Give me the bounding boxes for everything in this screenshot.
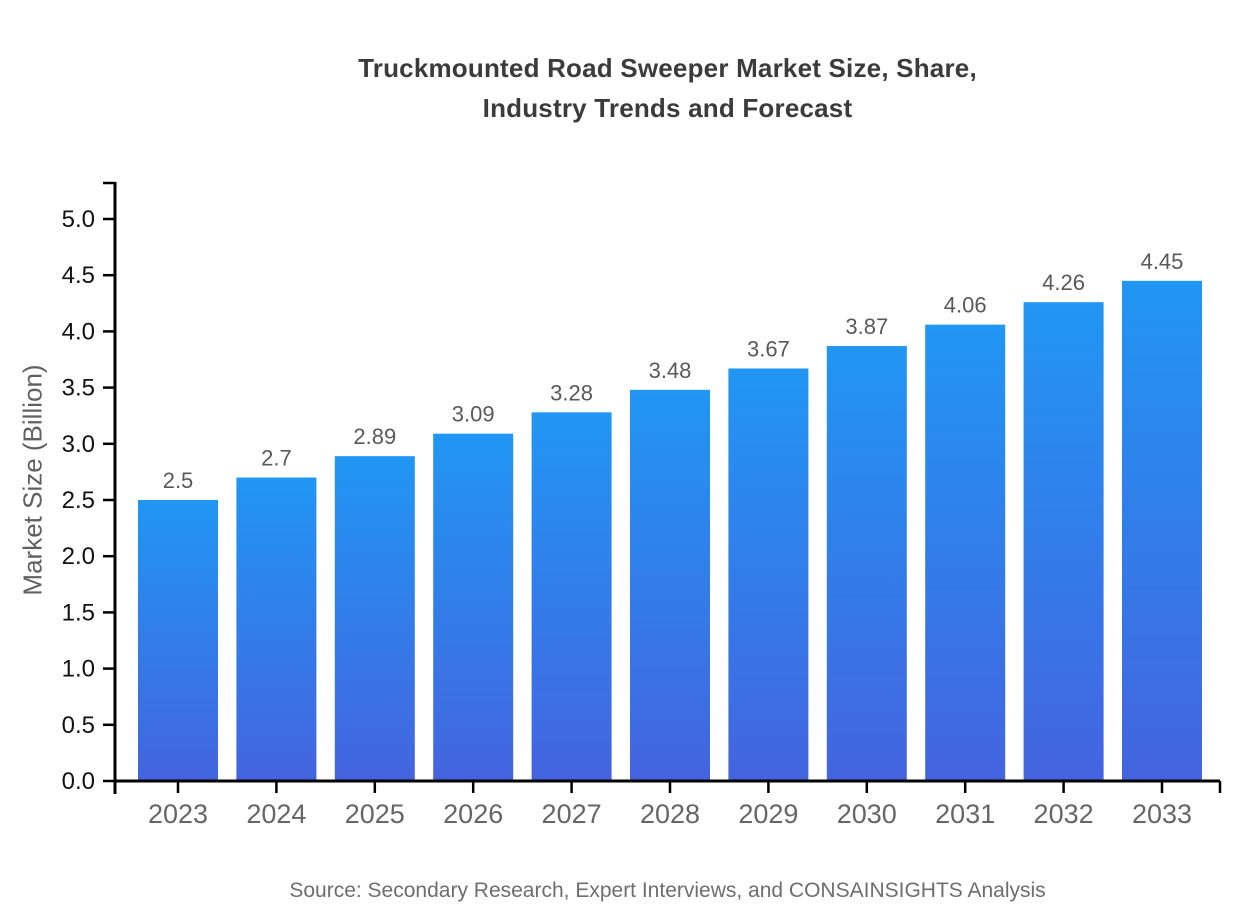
- bar-2023: [138, 500, 218, 781]
- chart-title: Truckmounted Road Sweeper Market Size, S…: [358, 53, 977, 123]
- y-tick-label: 3.5: [62, 375, 95, 402]
- bar-2026: [433, 433, 514, 781]
- x-tick-label: 2027: [542, 799, 602, 829]
- y-tick-label: 2.5: [62, 487, 95, 514]
- bar-value-label: 4.26: [1042, 270, 1085, 295]
- bar-2027: [531, 412, 612, 781]
- y-tick-label: 4.5: [62, 262, 95, 289]
- y-tick-label: 0.0: [62, 768, 95, 795]
- bar-2033: [1122, 280, 1202, 781]
- bar-2031: [925, 324, 1006, 781]
- bar-value-label: 3.87: [845, 314, 888, 339]
- x-tick-label: 2029: [738, 799, 798, 829]
- bar-value-label: 4.06: [944, 293, 987, 318]
- bar-2024: [236, 477, 317, 781]
- y-tick-label: 1.0: [62, 656, 95, 683]
- bar-value-label: 3.28: [550, 380, 593, 405]
- x-tick-label: 2025: [345, 799, 405, 829]
- bar-2025: [334, 456, 415, 781]
- x-tick-label: 2030: [837, 799, 897, 829]
- bar-value-label: 4.45: [1141, 249, 1184, 274]
- bar-value-label: 2.7: [261, 446, 292, 471]
- y-tick-label: 1.5: [62, 599, 95, 626]
- bar-value-label: 3.67: [747, 336, 790, 361]
- y-tick-label: 2.0: [62, 543, 95, 570]
- source-note: Source: Secondary Research, Expert Inter…: [289, 879, 1046, 902]
- x-tick-label: 2028: [640, 799, 700, 829]
- bar-value-label: 3.09: [452, 402, 495, 427]
- y-tick-label: 0.5: [62, 712, 95, 739]
- bar-2032: [1023, 302, 1104, 781]
- bar-2030: [826, 346, 907, 781]
- x-tick-label: 2026: [443, 799, 503, 829]
- bar-value-label: 2.89: [353, 424, 396, 449]
- x-tick-label: 2023: [148, 799, 208, 829]
- x-tick-label: 2033: [1132, 799, 1192, 829]
- y-tick-label: 5.0: [62, 206, 95, 233]
- bar-value-label: 3.48: [649, 358, 692, 383]
- bar-2028: [630, 389, 710, 781]
- x-tick-label: 2031: [935, 799, 995, 829]
- x-tick-label: 2024: [246, 799, 306, 829]
- y-tick-label: 3.0: [62, 431, 95, 458]
- x-tick-label: 2032: [1034, 799, 1094, 829]
- y-tick-label: 4.0: [62, 318, 95, 345]
- bar-value-label: 2.5: [163, 468, 194, 493]
- bar-2029: [728, 368, 809, 781]
